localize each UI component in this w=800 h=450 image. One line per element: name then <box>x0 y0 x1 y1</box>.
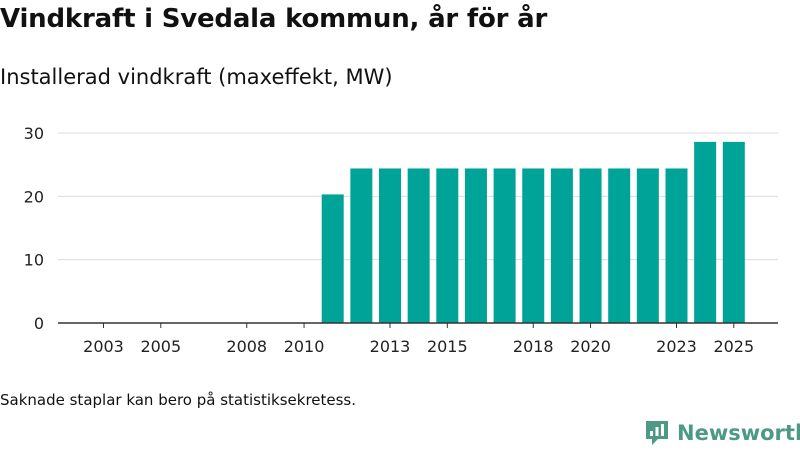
bar <box>321 194 344 323</box>
x-tick-label: 2025 <box>713 337 754 356</box>
bar <box>522 168 545 323</box>
bar <box>350 168 373 323</box>
bar <box>464 168 487 323</box>
footnote: Saknade staplar kan bero på statistiksek… <box>0 391 357 409</box>
bar <box>665 168 688 323</box>
brand: Newsworthy <box>644 419 800 447</box>
bar <box>493 168 516 323</box>
x-tick-label: 2023 <box>656 337 697 356</box>
x-tick-label: 2015 <box>427 337 468 356</box>
bar-chart: 0 10 20 30 2003 2005 2008 2010 2013 2015 2018 2020 2… <box>24 124 778 356</box>
y-tick-label: 0 <box>34 314 44 333</box>
y-tick-label: 20 <box>24 187 44 206</box>
bar <box>694 141 717 323</box>
x-tick-label: 2008 <box>226 337 267 356</box>
x-tick-label: 2005 <box>140 337 181 356</box>
bar <box>550 168 573 323</box>
bar <box>579 168 602 323</box>
bar <box>407 168 430 323</box>
x-tick-label: 2003 <box>83 337 124 356</box>
bar <box>608 168 631 323</box>
chart-subtitle: Installerad vindkraft (maxeffekt, MW) <box>0 65 393 89</box>
bar <box>636 168 659 323</box>
chart-title: Vindkraft i Svedala kommun, år för år <box>0 4 548 34</box>
bar <box>436 168 459 323</box>
x-tick-label: 2013 <box>370 337 411 356</box>
x-tick-label: 2018 <box>513 337 554 356</box>
newsworthy-logo-icon <box>646 421 668 445</box>
x-tick-label: 2010 <box>284 337 325 356</box>
y-tick-label: 10 <box>24 251 44 270</box>
brand-name: Newsworthy <box>677 421 800 445</box>
y-tick-label: 30 <box>24 124 44 143</box>
bar <box>379 168 401 323</box>
x-tick-label: 2020 <box>570 337 611 356</box>
bar <box>722 141 745 323</box>
